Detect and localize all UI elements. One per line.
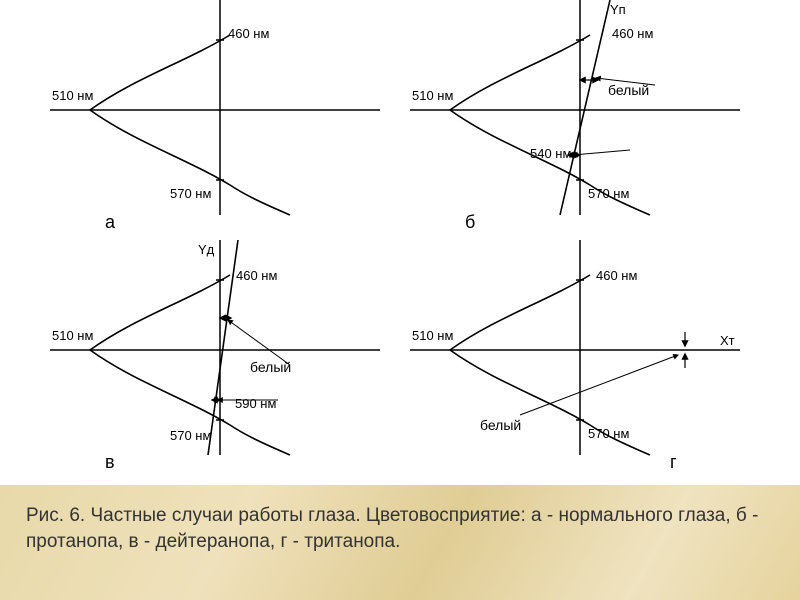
label-540-b: 540 нм: [530, 146, 571, 161]
panel-d: 460 нм 510 нм 570 нм Xт белый г: [410, 240, 750, 470]
white-label-d: белый: [480, 417, 521, 433]
label-570-b: 570 нм: [588, 186, 629, 201]
label-460: 460 нм: [228, 26, 269, 41]
label-510-c: 510 нм: [52, 328, 93, 343]
panel-a-svg: 460 нм 510 нм 570 нм а: [50, 0, 390, 230]
panel-c-svg: Yд 460 нм 510 нм 590 нм 570 нм белый в: [50, 240, 390, 470]
panel-b: Yп 460 нм 510 нм 540 нм 570 нм белый б: [410, 0, 750, 230]
label-460-d: 460 нм: [596, 268, 637, 283]
panel-c: Yд 460 нм 510 нм 590 нм 570 нм белый в: [50, 240, 390, 470]
panel-letter-b: б: [465, 212, 475, 230]
axis-y-label-c: Yд: [198, 242, 215, 257]
label-460-b: 460 нм: [612, 26, 653, 41]
label-570-d: 570 нм: [588, 426, 629, 441]
label-570-c: 570 нм: [170, 428, 211, 443]
label-510: 510 нм: [52, 88, 93, 103]
label-590-c: 590 нм: [235, 396, 276, 411]
figure-caption: Рис. 6. Частные случаи работы глаза. Цве…: [26, 503, 774, 554]
caption-band: Рис. 6. Частные случаи работы глаза. Цве…: [0, 485, 800, 600]
label-570: 570 нм: [170, 186, 211, 201]
panel-a: 460 нм 510 нм 570 нм а: [50, 0, 390, 230]
axis-y-label: Yп: [610, 2, 626, 17]
label-460-c: 460 нм: [236, 268, 277, 283]
page: 460 нм 510 нм 570 нм а: [0, 0, 800, 600]
diagram-grid: 460 нм 510 нм 570 нм а: [50, 0, 750, 480]
panel-d-svg: 460 нм 510 нм 570 нм Xт белый г: [410, 240, 750, 470]
label-510-b: 510 нм: [412, 88, 453, 103]
white-label-c: белый: [250, 359, 291, 375]
panel-letter-a: а: [105, 212, 116, 230]
axis-x-label-d: Xт: [720, 333, 735, 348]
label-510-d: 510 нм: [412, 328, 453, 343]
panel-letter-d: г: [670, 452, 677, 470]
panel-b-svg: Yп 460 нм 510 нм 540 нм 570 нм белый б: [410, 0, 750, 230]
white-label-b: белый: [608, 82, 649, 98]
panel-letter-c: в: [105, 452, 115, 470]
